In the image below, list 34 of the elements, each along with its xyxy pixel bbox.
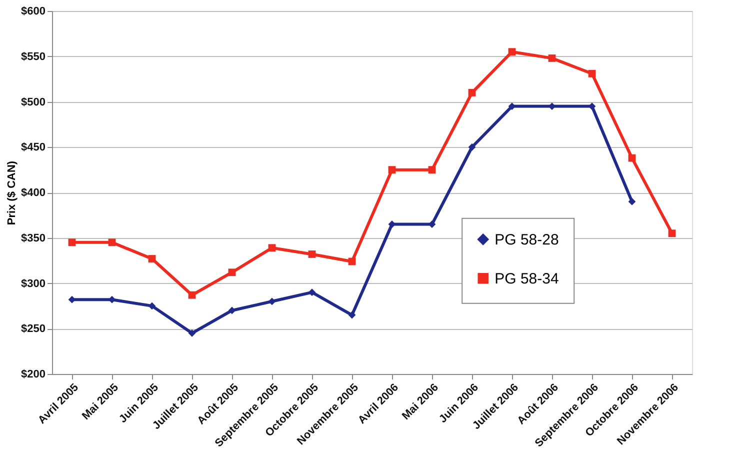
point [468, 88, 476, 96]
point [588, 70, 596, 78]
point [348, 311, 356, 319]
y-tick-label: $200 [21, 368, 46, 380]
point [228, 268, 236, 276]
legend-label: PG 58-28 [494, 231, 559, 248]
y-tick-label: $600 [21, 6, 46, 18]
point [268, 244, 276, 252]
y-tick-label: $450 [21, 142, 46, 154]
point [188, 329, 196, 337]
point [548, 54, 556, 62]
point [188, 291, 196, 299]
point [308, 250, 316, 258]
point [388, 166, 396, 174]
y-tick-label: $350 [21, 232, 46, 244]
y-tick-label: $300 [21, 278, 46, 290]
legend-label: PG 58-34 [494, 270, 559, 288]
point [628, 198, 636, 206]
point [308, 288, 316, 296]
point [468, 143, 476, 151]
y-tick-label: $400 [21, 187, 46, 199]
point [268, 298, 276, 306]
y-tick-label: $250 [21, 323, 46, 336]
point [148, 255, 156, 262]
point [228, 306, 236, 314]
point [508, 48, 516, 56]
point [668, 230, 676, 238]
y-tick-label: $550 [21, 50, 46, 63]
point [68, 238, 76, 246]
point [428, 166, 436, 174]
y-axis-title: Prix ($ CAN) [6, 160, 18, 226]
y-tick-label: $500 [21, 96, 46, 108]
point [108, 238, 116, 246]
point [148, 302, 156, 310]
